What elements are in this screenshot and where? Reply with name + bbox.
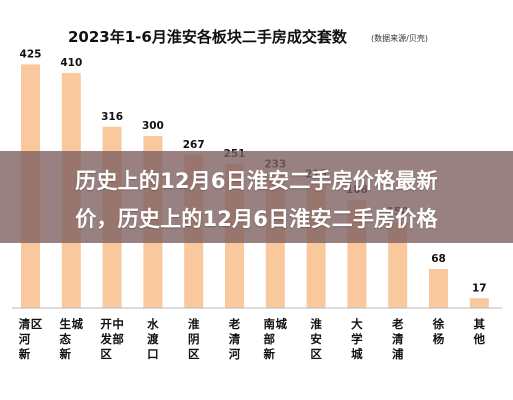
x-tick-label-8: 淮安区 [310, 317, 322, 361]
value-label-4: 300 [142, 120, 164, 132]
x-tick-label-7: 南部新城 [264, 317, 288, 361]
value-label-1: 425 [20, 48, 42, 60]
banner-text-line-1: 历史上的12月6日淮安二手房价格最新 [75, 169, 438, 193]
x-tick-label-2: 生态新城 [60, 317, 84, 361]
x-tick-label-10: 老清浦 [391, 317, 404, 361]
data-source-note: (数据来源/贝壳) [371, 33, 428, 43]
value-label-5: 267 [183, 139, 205, 151]
x-tick-label-3: 开发区中部 [99, 317, 124, 361]
chart-title: 2023年1-6月淮安各板块二手房成交套数 [68, 28, 348, 46]
bar-10 [388, 222, 408, 308]
x-tick-label-9: 大学城 [351, 317, 363, 361]
value-label-12: 17 [472, 282, 487, 294]
value-label-2: 410 [60, 57, 82, 69]
x-tick-label-4: 水渡口 [147, 317, 159, 361]
x-tick-label-1: 清河新区 [19, 317, 43, 361]
bar-12 [469, 298, 489, 308]
bar-11 [429, 269, 448, 308]
x-tick-label-12: 其他 [473, 317, 486, 346]
x-tick-label-11: 徐杨 [432, 317, 445, 346]
value-label-3: 316 [101, 111, 123, 123]
banner-text-line-2: 价，历史上的12月6日淮安二手房价格 [75, 207, 438, 231]
value-label-11: 68 [431, 253, 446, 265]
overlay-banner: 历史上的12月6日淮安二手房价格最新 价，历史上的12月6日淮安二手房价格 [0, 151, 513, 243]
x-tick-label-5: 淮阴区 [188, 317, 200, 361]
x-tick-label-6: 老清河 [228, 317, 241, 361]
